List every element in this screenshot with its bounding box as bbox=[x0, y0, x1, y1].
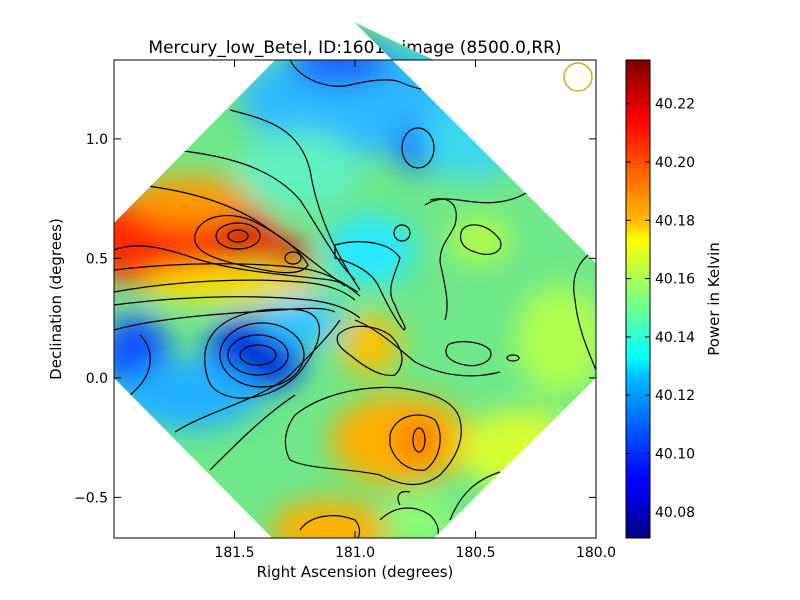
contour-lines bbox=[114, 59, 596, 538]
x-tick-label: 181.5 bbox=[214, 545, 254, 561]
colorbar-tick-label: 40.20 bbox=[655, 155, 695, 171]
colorbar-tick-label: 40.12 bbox=[655, 388, 695, 404]
colorbar-tick-label: 40.08 bbox=[655, 505, 695, 521]
heatmap-field bbox=[114, 22, 596, 538]
x-tick-label: 181.0 bbox=[335, 545, 375, 561]
colorbar bbox=[625, 59, 651, 539]
x-tick-label: 180.0 bbox=[576, 545, 616, 561]
colorbar-label: Power in Kelvin bbox=[705, 242, 723, 356]
chart-title: Mercury_low_Betel, ID:16010 image (8500.… bbox=[148, 38, 561, 58]
y-axis-ticks: 1.0 0.5 0.0 −0.5 bbox=[74, 132, 596, 506]
y-tick-label: 0.0 bbox=[86, 371, 108, 387]
x-axis-ticks: 181.5 181.0 180.5 180.0 bbox=[214, 60, 616, 561]
y-tick-label: 0.5 bbox=[86, 251, 108, 267]
x-tick-label: 180.5 bbox=[455, 545, 495, 561]
y-tick-label: −0.5 bbox=[74, 490, 108, 506]
colorbar-tick-label: 40.22 bbox=[655, 97, 695, 113]
colorbar-tick-label: 40.16 bbox=[655, 272, 695, 288]
y-axis-label: Declination (degrees) bbox=[47, 218, 65, 380]
colorbar-tick-label: 40.14 bbox=[655, 330, 695, 346]
beam-marker bbox=[563, 62, 593, 92]
colorbar-ticks: 40.08 40.10 40.12 40.14 40.16 40.18 40.20 40.22 bbox=[626, 97, 695, 521]
y-tick-label: 1.0 bbox=[86, 132, 108, 148]
x-axis-label: Right Ascension (degrees) bbox=[257, 563, 454, 581]
colorbar-tick-label: 40.18 bbox=[655, 213, 695, 229]
colorbar-tick-label: 40.10 bbox=[655, 446, 695, 462]
